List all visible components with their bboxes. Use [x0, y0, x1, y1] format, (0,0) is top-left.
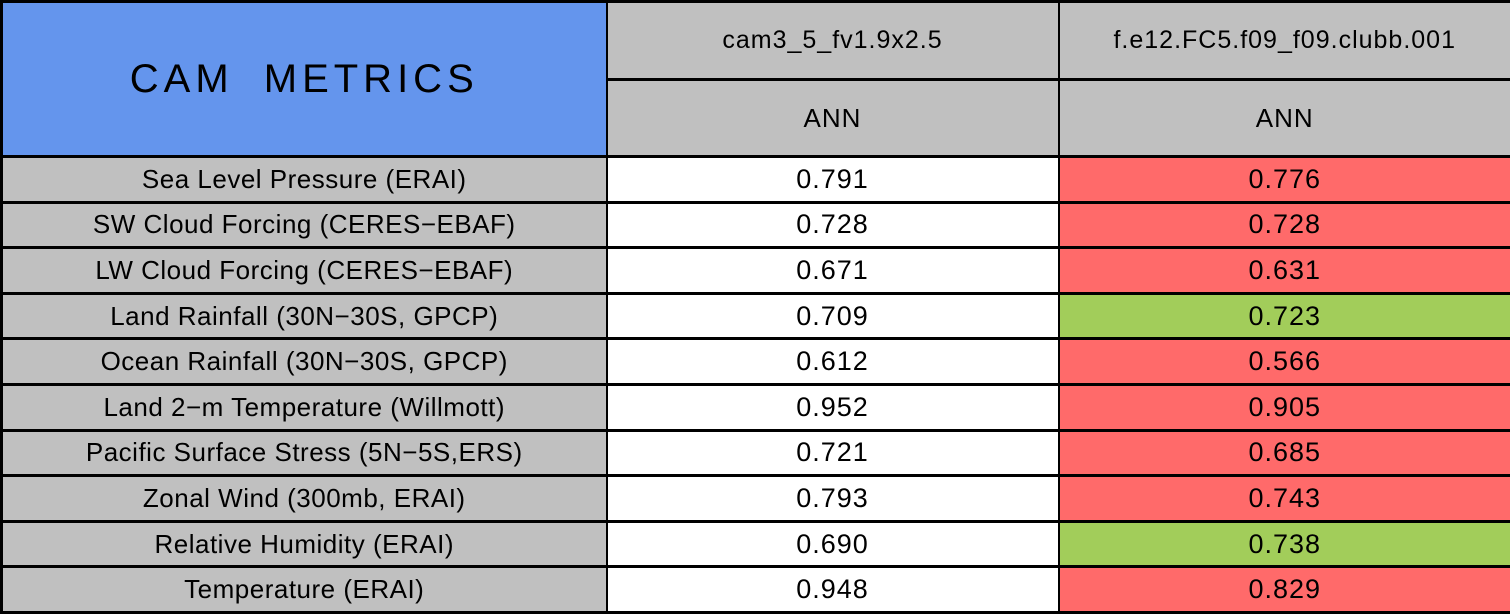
value-cell-baseline: 0.721 — [607, 430, 1059, 476]
metric-label: Zonal Wind (300mb, ERAI) — [2, 476, 607, 522]
value-cell-baseline: 0.690 — [607, 521, 1059, 567]
metric-label: Temperature (ERAI) — [2, 567, 607, 613]
value-cell-test: 0.776 — [1059, 157, 1510, 203]
value-cell-test: 0.829 — [1059, 567, 1510, 613]
value-cell-baseline: 0.793 — [607, 476, 1059, 522]
value-cell-test: 0.685 — [1059, 430, 1510, 476]
table-row: Relative Humidity (ERAI) 0.690 0.738 — [2, 521, 1510, 567]
metric-label: Ocean Rainfall (30N−30S, GPCP) — [2, 339, 607, 385]
table-row: Temperature (ERAI) 0.948 0.829 — [2, 567, 1510, 613]
metric-label: Relative Humidity (ERAI) — [2, 521, 607, 567]
value-cell-baseline: 0.671 — [607, 248, 1059, 294]
table-title: CAM METRICS — [2, 2, 607, 157]
column-header-season-baseline: ANN — [607, 80, 1059, 157]
table-row: Land 2−m Temperature (Willmott) 0.952 0.… — [2, 384, 1510, 430]
value-cell-test: 0.738 — [1059, 521, 1510, 567]
metric-label: Land Rainfall (30N−30S, GPCP) — [2, 293, 607, 339]
value-cell-baseline: 0.791 — [607, 157, 1059, 203]
value-cell-baseline: 0.728 — [607, 202, 1059, 248]
value-cell-test: 0.728 — [1059, 202, 1510, 248]
table-row: Ocean Rainfall (30N−30S, GPCP) 0.612 0.5… — [2, 339, 1510, 385]
value-cell-test: 0.743 — [1059, 476, 1510, 522]
metric-label: SW Cloud Forcing (CERES−EBAF) — [2, 202, 607, 248]
value-cell-baseline: 0.952 — [607, 384, 1059, 430]
value-cell-baseline: 0.948 — [607, 567, 1059, 613]
value-cell-test: 0.723 — [1059, 293, 1510, 339]
value-cell-baseline: 0.709 — [607, 293, 1059, 339]
table-row: LW Cloud Forcing (CERES−EBAF) 0.671 0.63… — [2, 248, 1510, 294]
value-cell-baseline: 0.612 — [607, 339, 1059, 385]
value-cell-test: 0.566 — [1059, 339, 1510, 385]
table-row: Zonal Wind (300mb, ERAI) 0.793 0.743 — [2, 476, 1510, 522]
table-row: Sea Level Pressure (ERAI) 0.791 0.776 — [2, 157, 1510, 203]
column-header-model-test: f.e12.FC5.f09_f09.clubb.001 — [1059, 2, 1510, 80]
model-header-row: CAM METRICS cam3_5_fv1.9x2.5 f.e12.FC5.f… — [2, 2, 1510, 80]
metric-label: LW Cloud Forcing (CERES−EBAF) — [2, 248, 607, 294]
value-cell-test: 0.905 — [1059, 384, 1510, 430]
table-row: SW Cloud Forcing (CERES−EBAF) 0.728 0.72… — [2, 202, 1510, 248]
metric-label: Sea Level Pressure (ERAI) — [2, 157, 607, 203]
table-row: Pacific Surface Stress (5N−5S,ERS) 0.721… — [2, 430, 1510, 476]
metric-label: Land 2−m Temperature (Willmott) — [2, 384, 607, 430]
table-row: Land Rainfall (30N−30S, GPCP) 0.709 0.72… — [2, 293, 1510, 339]
column-header-season-test: ANN — [1059, 80, 1510, 157]
value-cell-test: 0.631 — [1059, 248, 1510, 294]
metric-label: Pacific Surface Stress (5N−5S,ERS) — [2, 430, 607, 476]
column-header-model-baseline: cam3_5_fv1.9x2.5 — [607, 2, 1059, 80]
